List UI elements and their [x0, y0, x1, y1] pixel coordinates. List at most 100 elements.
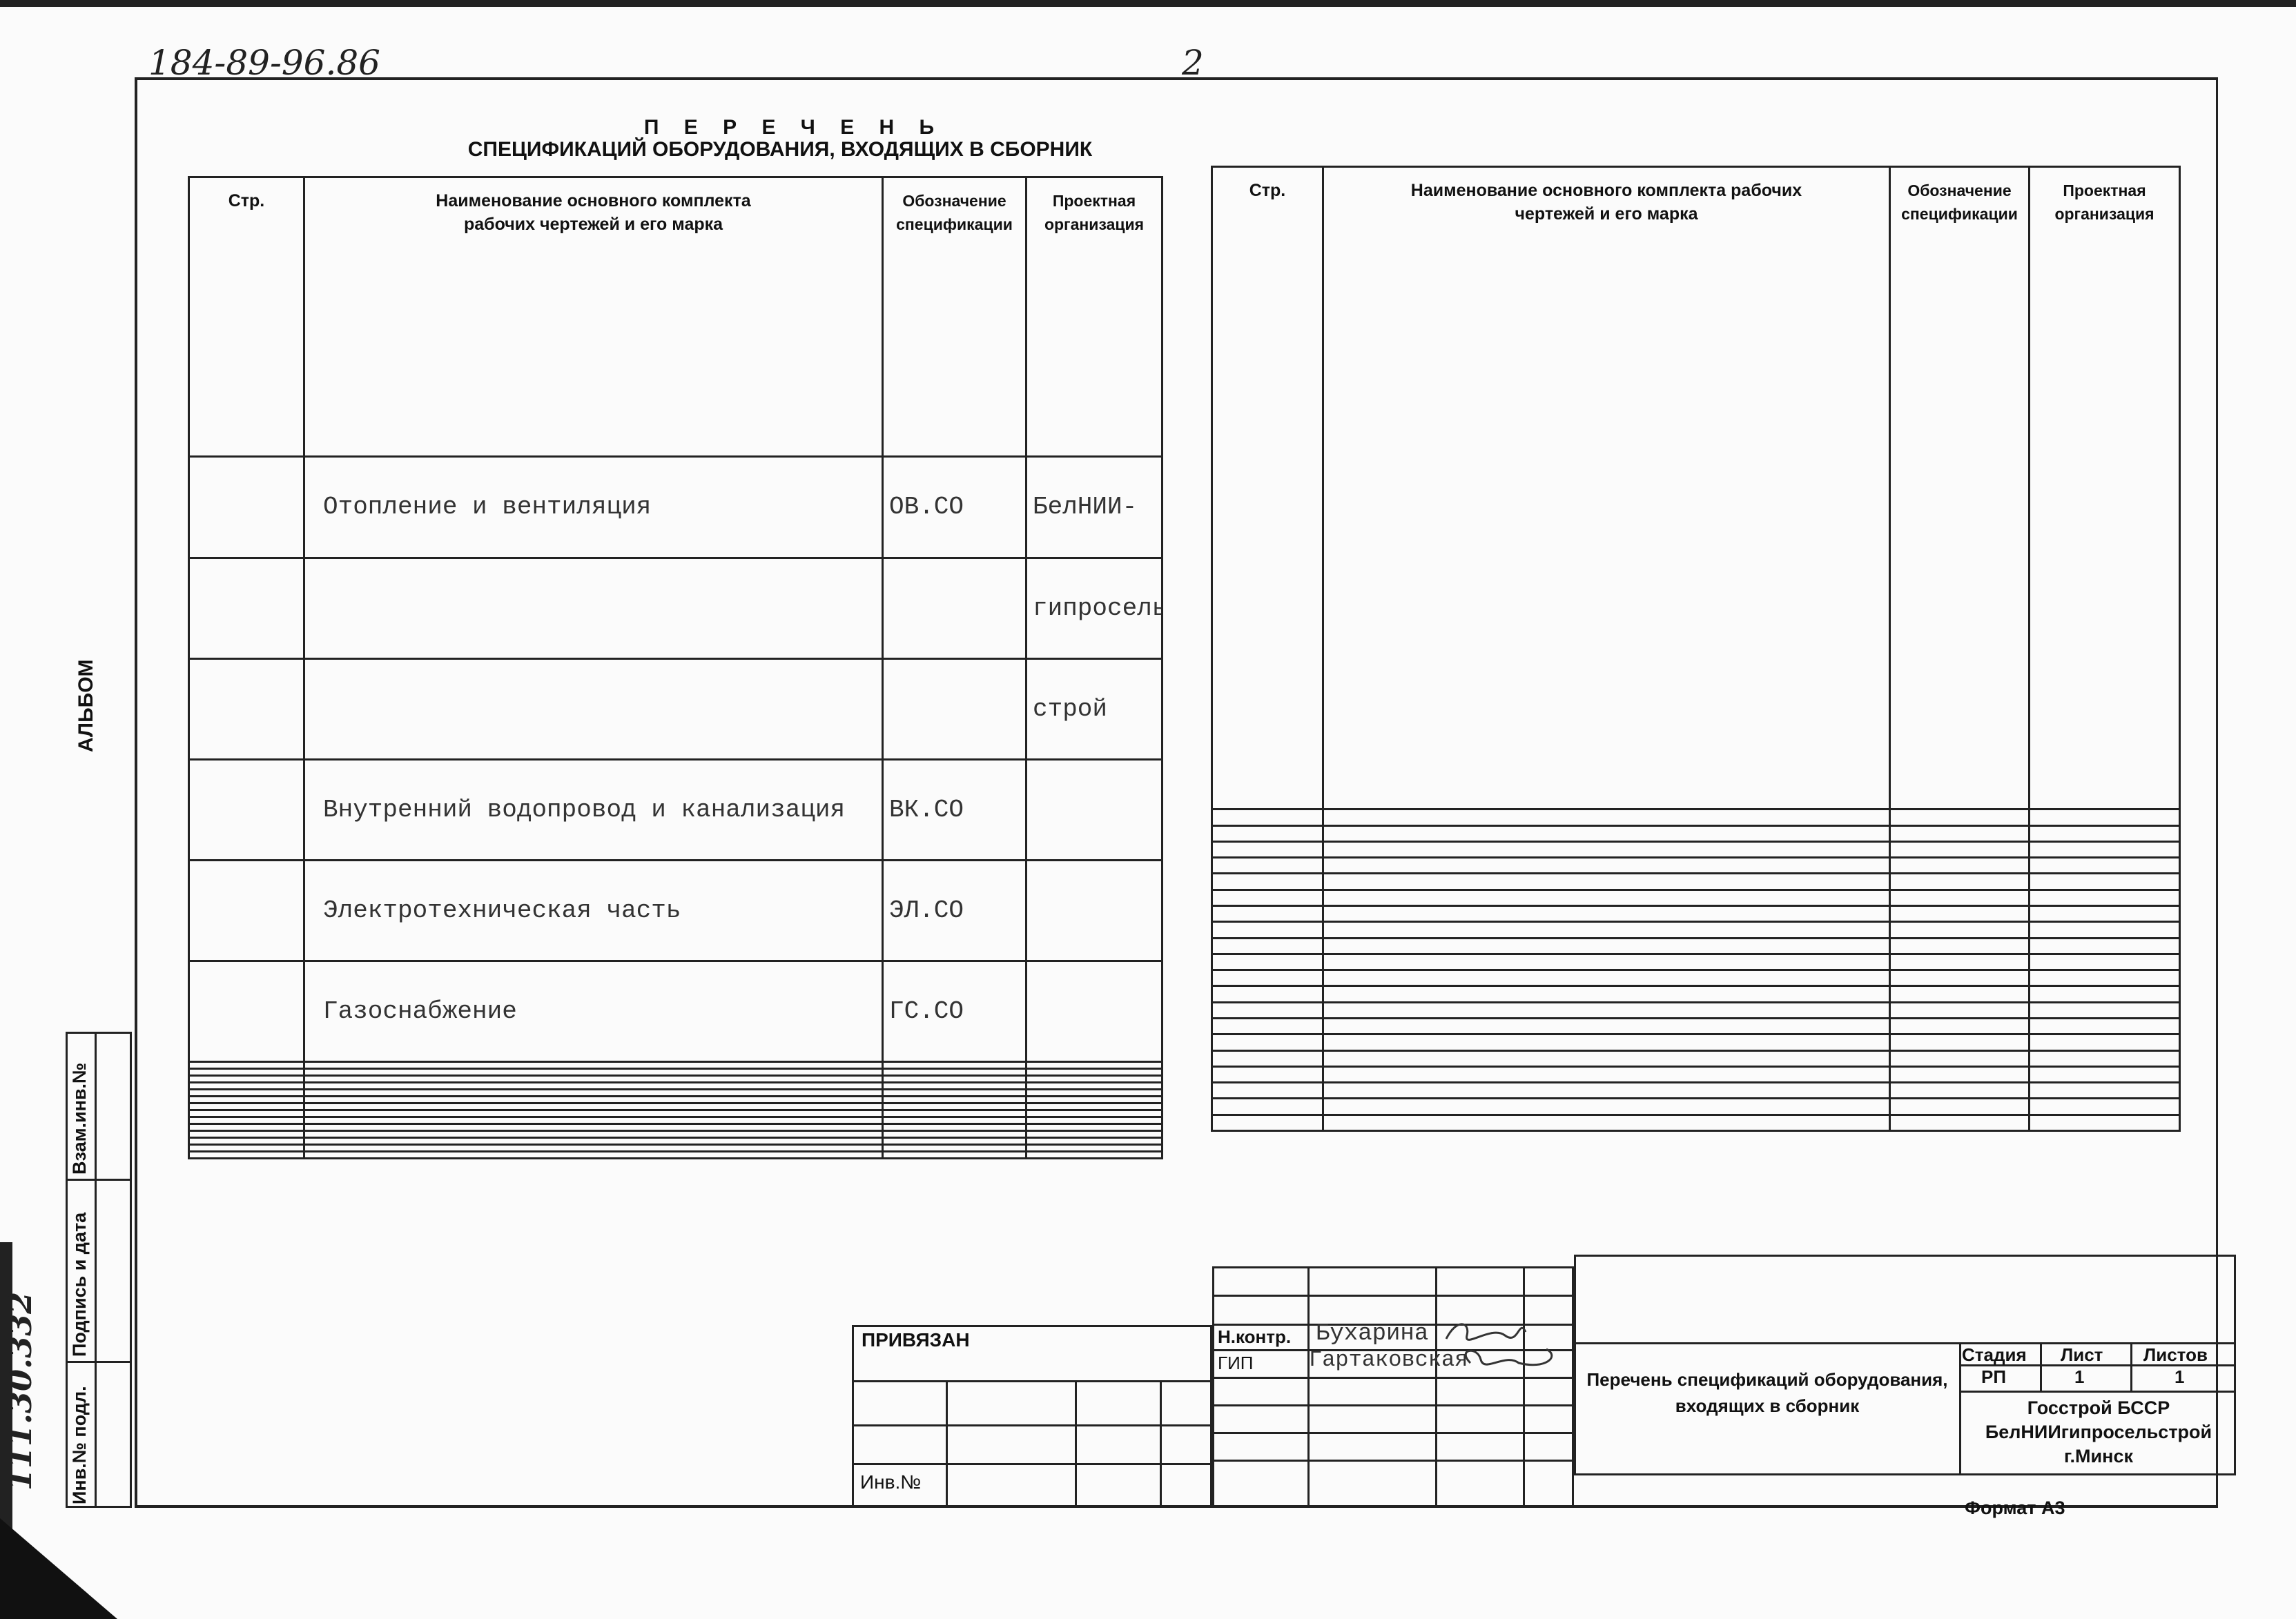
cell-designation — [1889, 1081, 2030, 1100]
cell-designation — [882, 1095, 1027, 1105]
cell-designation — [1889, 1065, 2030, 1084]
cell-name — [1322, 1033, 1891, 1052]
table-row: гипросель — [188, 556, 1163, 660]
side-stamp-divider — [66, 1179, 132, 1181]
norm-control-name: Бухарина — [1316, 1321, 1429, 1347]
cell-organization — [2028, 1081, 2181, 1100]
cell-page — [1211, 888, 1324, 907]
handwritten-code: 184-89-96.86 — [148, 43, 380, 83]
inv-no-label: Инв.№ — [860, 1471, 922, 1493]
cell-organization — [1025, 1088, 1163, 1098]
inv-orig-label: Инв.№ подл. — [69, 1386, 90, 1504]
table-row: Электротехническая часть ЭЛ.СО — [188, 859, 1163, 963]
cell-organization — [2028, 1113, 2181, 1132]
cell-designation — [882, 1088, 1027, 1098]
table-row — [1211, 1065, 2181, 1084]
cell-designation — [1889, 824, 2030, 843]
cell-name: Газоснабжение — [303, 960, 884, 1063]
cell-page — [188, 859, 305, 963]
table-row — [188, 1109, 1163, 1119]
cell-designation — [882, 1136, 1027, 1146]
cell-page — [188, 1136, 305, 1146]
cell-name — [303, 1061, 884, 1070]
cell-organization — [1025, 1075, 1163, 1084]
cell-page — [1211, 1065, 1324, 1084]
cell-organization — [2028, 1017, 2181, 1036]
cell-name — [1322, 808, 1891, 827]
cell-organization — [1025, 1095, 1163, 1105]
cell-designation — [1889, 1033, 2030, 1052]
side-stamp — [66, 1032, 132, 1508]
table-row — [1211, 921, 2181, 939]
sheets-value: 1 — [2175, 1366, 2185, 1387]
table-row — [188, 1136, 1163, 1146]
cell-organization — [2028, 840, 2181, 859]
table-row — [188, 1088, 1163, 1098]
org-line-3: г.Минск — [2064, 1446, 2133, 1466]
cell-page — [188, 1109, 305, 1119]
cell-name — [1322, 888, 1891, 907]
cell-name — [1322, 985, 1891, 1003]
cell-name — [303, 1136, 884, 1146]
cell-page — [188, 1102, 305, 1112]
cell-page — [1211, 1033, 1324, 1052]
side-stamp-divider — [95, 1032, 97, 1508]
cell-page — [188, 1150, 305, 1160]
cell-page — [1211, 936, 1324, 955]
cell-name — [1322, 1049, 1891, 1068]
cell-name — [1322, 952, 1891, 972]
cell-designation — [1889, 888, 2030, 907]
table-row — [1211, 1033, 2181, 1052]
cell-designation — [882, 1081, 1027, 1091]
table-header-row: Стр. Наименование основного комплекта ра… — [1211, 165, 2181, 811]
cell-organization — [2028, 1049, 2181, 1068]
cell-page — [1211, 1001, 1324, 1020]
cell-name — [303, 1123, 884, 1132]
cell-page — [188, 455, 305, 559]
table-row: Внутренний водопровод и канализация ВК.СО — [188, 758, 1163, 862]
cell-name — [1322, 1081, 1891, 1100]
cell-page — [1211, 872, 1324, 891]
table-row — [188, 1129, 1163, 1139]
table-row — [188, 1143, 1163, 1152]
cell-organization: гипросель — [1025, 556, 1163, 660]
table-row — [1211, 840, 2181, 859]
cell-organization — [1025, 1102, 1163, 1112]
cell-organization — [1025, 758, 1163, 862]
table-row — [188, 1102, 1163, 1112]
handwritten-side-number: 111.30.332 — [1, 1291, 39, 1491]
cell-page — [188, 1068, 305, 1077]
table-row — [1211, 824, 2181, 843]
signature-block — [1212, 1266, 1574, 1508]
cell-page — [1211, 1097, 1324, 1116]
cell-name — [1322, 1001, 1891, 1020]
table-row — [1211, 808, 2181, 827]
table-row — [1211, 872, 2181, 891]
cell-organization — [2028, 1097, 2181, 1116]
cell-organization — [2028, 888, 2181, 907]
cell-name — [1322, 1097, 1891, 1116]
table-row — [188, 1068, 1163, 1077]
cell-designation: ЭЛ.СО — [882, 859, 1027, 963]
page-title: П Е Р Е Ч Е Н Ь — [643, 116, 944, 139]
signature-scribbles — [1445, 1323, 1553, 1366]
header-name: Наименование основного комплекта рабочих… — [303, 175, 884, 458]
cell-page — [1211, 1113, 1324, 1132]
cell-organization — [1025, 859, 1163, 963]
cell-page — [1211, 1081, 1324, 1100]
cell-designation — [882, 1150, 1027, 1160]
cell-page — [188, 1123, 305, 1132]
cell-designation — [1889, 856, 2030, 875]
cell-designation: ВК.СО — [882, 758, 1027, 862]
cell-designation — [1889, 921, 2030, 939]
album-label: АЛЬБОМ — [75, 659, 97, 752]
left-spec-table: Стр. Наименование основного комплекта ра… — [188, 175, 1163, 1160]
cell-organization — [1025, 1136, 1163, 1146]
replace-inv-label: Взам.инв.№ — [69, 1062, 90, 1175]
sheet-value: 1 — [2074, 1366, 2085, 1387]
attached-label: ПРИВЯЗАН — [862, 1329, 970, 1351]
table-row — [1211, 1049, 2181, 1068]
header-organization: Проектная организация — [1025, 175, 1163, 458]
cell-designation — [882, 1068, 1027, 1077]
cell-name — [303, 1150, 884, 1160]
